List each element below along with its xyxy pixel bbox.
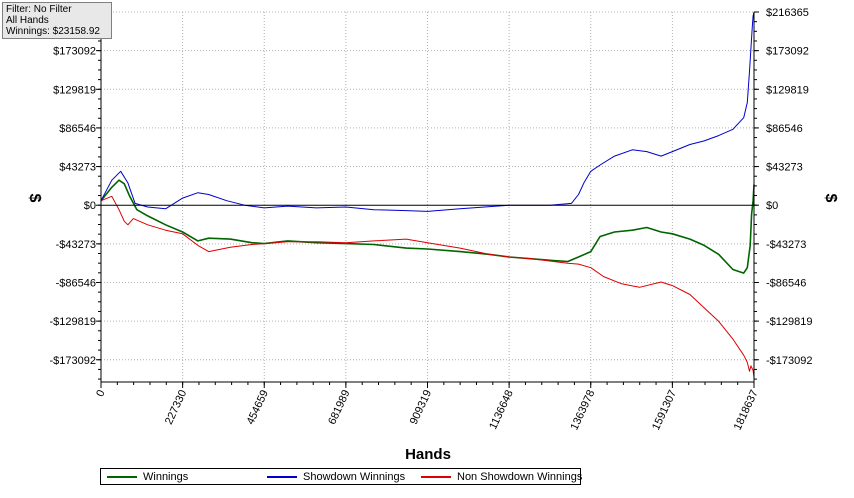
x-tick-label: 909319	[408, 388, 434, 426]
y-tick-label-right: -$86546	[766, 277, 806, 289]
axes	[96, 11, 759, 388]
x-tick-label: 681989	[326, 388, 352, 426]
hands-label: All Hands	[6, 15, 49, 26]
y-tick-label-left: $0	[84, 200, 96, 212]
y-tick-label-right: $86546	[766, 123, 803, 135]
legend-label-non-showdown: Non Showdown Winnings	[457, 471, 583, 483]
legend-item-non-showdown: Non Showdown Winnings	[421, 471, 582, 483]
y-tick-label-right: -$173092	[766, 355, 813, 367]
y-tick-label-left: $173092	[53, 46, 96, 58]
y-tick-label-left: $129819	[53, 84, 96, 96]
x-tick-label: 1591307	[650, 388, 679, 432]
x-tick-label: 227330	[163, 388, 189, 426]
y-tick-label-right: $129819	[766, 84, 809, 96]
x-tick-label: 1136648	[487, 388, 516, 431]
y-tick-label-right: $43273	[766, 162, 803, 174]
y-tick-label-left: -$173092	[50, 355, 97, 367]
y-tick-label-left: $86546	[59, 123, 96, 135]
y-tick-label-right: -$129819	[766, 316, 813, 328]
y-tick-label-right: -$43273	[766, 239, 806, 251]
x-tick-label: 1818637	[732, 388, 761, 432]
y-axis-title-right: $	[822, 194, 839, 203]
x-tick-label: 1363978	[568, 388, 597, 432]
y-tick-label-right: $216365	[766, 7, 809, 19]
tick-labels: -$173092 -$129819 -$86546 -$43273 $0 $43273 $8…	[50, 7, 813, 432]
legend-swatch-winnings	[107, 476, 137, 478]
grid	[100, 11, 755, 382]
legend-swatch-showdown	[267, 476, 297, 478]
series-line-non-showdown-winnings	[100, 195, 755, 378]
legend-item-winnings: Winnings	[107, 471, 188, 483]
y-tick-label-left: -$86546	[56, 277, 96, 289]
legend-label-showdown: Showdown Winnings	[303, 471, 406, 483]
x-tick-label: 0	[94, 388, 107, 399]
legend-item-showdown: Showdown Winnings	[267, 471, 405, 483]
x-axis-title: Hands	[405, 446, 451, 463]
legend-label-winnings: Winnings	[143, 471, 189, 483]
series-line-winnings	[100, 179, 755, 274]
y-tick-label-left: -$129819	[50, 316, 97, 328]
legend: Winnings Showdown Winnings Non Showdown …	[100, 468, 582, 485]
legend-swatch-non-showdown	[421, 476, 451, 478]
filter-label: Filter: No Filter	[6, 4, 72, 15]
y-axis-title-left: $	[26, 194, 43, 203]
y-tick-label-right: $0	[766, 200, 778, 212]
y-tick-label-left: -$43273	[56, 239, 96, 251]
y-tick-label-left: $43273	[59, 162, 96, 174]
x-tick-label: 454659	[245, 388, 271, 426]
filter-info-box: Filter: No Filter All Hands Winnings: $2…	[2, 2, 112, 39]
winnings-label: Winnings: $23158.92	[6, 26, 100, 37]
y-tick-label-right: $173092	[766, 46, 809, 58]
